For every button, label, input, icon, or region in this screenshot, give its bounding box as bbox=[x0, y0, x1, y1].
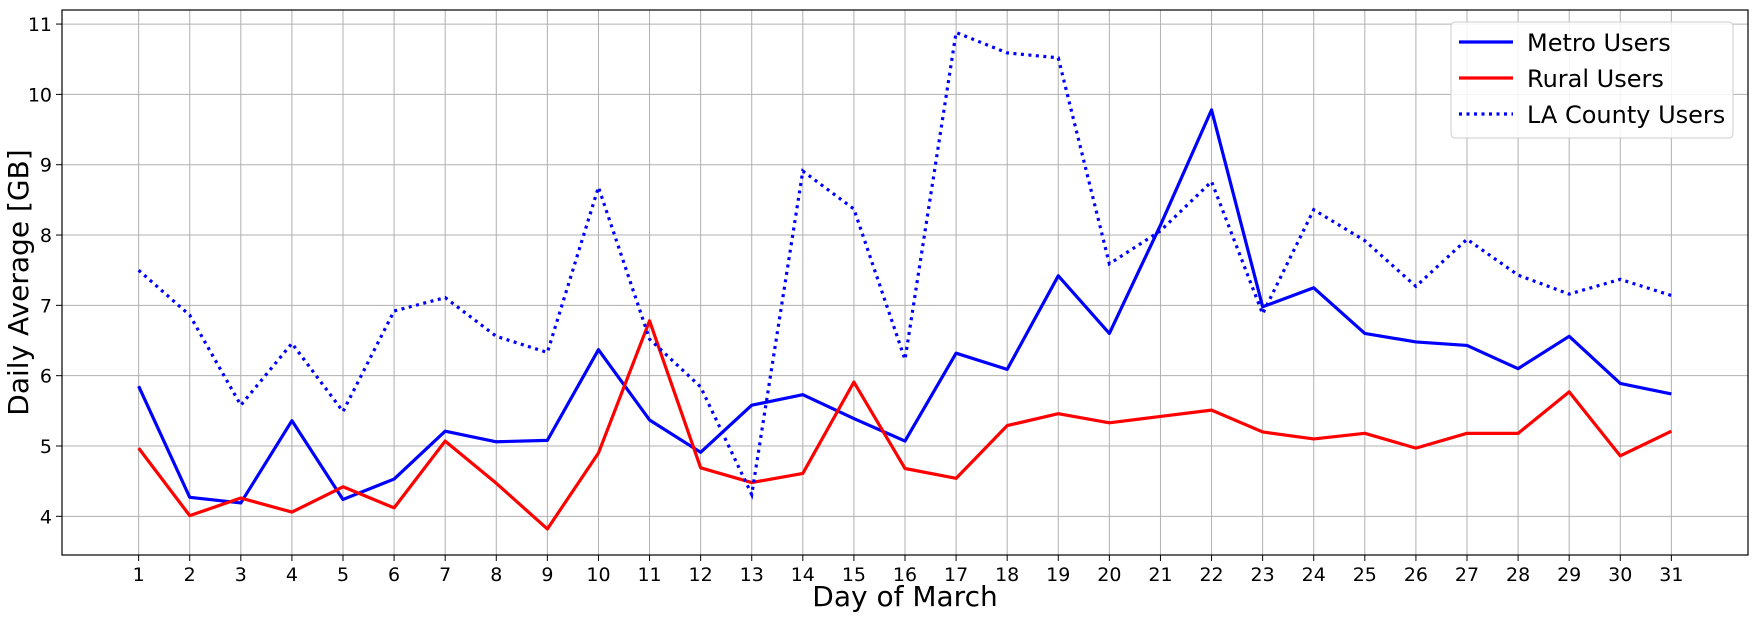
x-tick-label: 27 bbox=[1455, 564, 1479, 586]
x-tick-label: 12 bbox=[689, 564, 713, 586]
x-tick-label: 8 bbox=[490, 564, 502, 586]
x-tick-label: 22 bbox=[1199, 564, 1223, 586]
x-tick-label: 29 bbox=[1557, 564, 1581, 586]
x-axis-ticks: 1 2 3 4 5 6 7 8 9 10 11 12 13 14 15 16 17 18 19 20 21 22 23 24 2… bbox=[133, 555, 1683, 586]
series-line-2 bbox=[137, 319, 1673, 531]
x-tick-label: 17 bbox=[944, 564, 968, 586]
y-axis-ticks: 4 5 6 7 8 9 10 11 bbox=[28, 14, 62, 528]
x-tick-label: 1 bbox=[133, 564, 145, 586]
x-tick-label: 19 bbox=[1046, 564, 1070, 586]
x-tick-label: 24 bbox=[1302, 564, 1326, 586]
x-tick-label: 13 bbox=[740, 564, 764, 586]
legend-label: LA County Users bbox=[1527, 101, 1725, 129]
x-tick-label: 28 bbox=[1506, 564, 1530, 586]
y-tick-label: 6 bbox=[40, 366, 52, 388]
x-tick-label: 3 bbox=[235, 564, 247, 586]
y-tick-label: 10 bbox=[28, 84, 52, 106]
x-tick-label: 11 bbox=[637, 564, 661, 586]
legend-label: Rural Users bbox=[1527, 65, 1664, 93]
x-tick-label: 4 bbox=[286, 564, 298, 586]
x-tick-label: 5 bbox=[337, 564, 349, 586]
x-tick-label: 31 bbox=[1659, 564, 1683, 586]
x-tick-label: 14 bbox=[791, 564, 815, 586]
x-tick-label: 2 bbox=[184, 564, 196, 586]
series-lines bbox=[137, 30, 1673, 531]
y-tick-label: 5 bbox=[40, 436, 52, 458]
y-tick-label: 9 bbox=[40, 155, 52, 177]
x-tick-label: 21 bbox=[1148, 564, 1172, 586]
x-tick-label: 16 bbox=[893, 564, 917, 586]
y-axis-label: Daily Average [GB] bbox=[2, 149, 35, 415]
x-tick-label: 10 bbox=[586, 564, 610, 586]
series-line-3 bbox=[137, 30, 1672, 500]
x-tick-label: 9 bbox=[541, 564, 553, 586]
x-tick-label: 18 bbox=[995, 564, 1019, 586]
x-tick-label: 23 bbox=[1251, 564, 1275, 586]
x-tick-label: 6 bbox=[388, 564, 400, 586]
x-tick-label: 7 bbox=[439, 564, 451, 586]
y-tick-label: 11 bbox=[28, 14, 52, 36]
legend: Metro Users Rural Users LA County Users bbox=[1450, 21, 1734, 139]
series-line-1 bbox=[137, 108, 1672, 505]
legend-label: Metro Users bbox=[1527, 29, 1671, 57]
x-axis-label: Day of March bbox=[812, 580, 997, 613]
x-tick-label: 20 bbox=[1097, 564, 1121, 586]
y-tick-label: 4 bbox=[40, 506, 52, 528]
x-tick-label: 15 bbox=[842, 564, 866, 586]
y-tick-label: 8 bbox=[40, 225, 52, 247]
x-tick-label: 30 bbox=[1608, 564, 1632, 586]
legend-box bbox=[1450, 21, 1734, 139]
x-tick-label: 25 bbox=[1353, 564, 1377, 586]
x-tick-label: 26 bbox=[1404, 564, 1428, 586]
y-tick-label: 7 bbox=[40, 295, 52, 317]
